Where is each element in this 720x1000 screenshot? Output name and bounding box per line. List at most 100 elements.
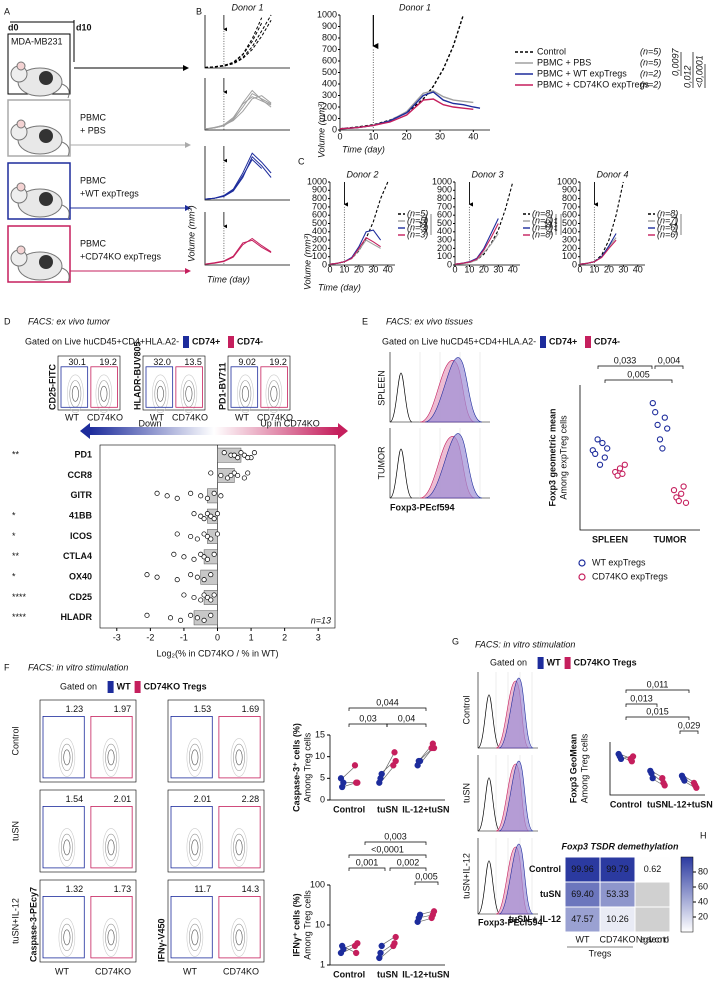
legend-label: PBMC + PBS <box>537 57 591 67</box>
x-tick-label: 20 <box>354 264 364 274</box>
contour <box>235 929 243 946</box>
y-tick-label: 400 <box>562 226 577 236</box>
x-tick-label: 20 <box>604 264 614 274</box>
chart-title: Donor 2 <box>346 169 378 179</box>
gate-text: CD74- <box>594 336 620 346</box>
point <box>194 574 200 580</box>
point <box>174 531 180 537</box>
facs-x: WT <box>150 412 164 422</box>
contour <box>230 918 248 957</box>
point <box>661 414 668 421</box>
mouse-ear <box>16 182 26 192</box>
panel-letter: H <box>700 830 707 840</box>
contour <box>233 743 245 772</box>
point <box>681 777 688 784</box>
contour <box>58 828 76 867</box>
x-tick-label: 2 <box>282 632 287 642</box>
category-label: IL-12+tuSN <box>666 799 713 809</box>
bracket <box>348 723 388 727</box>
point <box>599 439 606 447</box>
p-value: 0,0097 <box>670 47 680 76</box>
legend-swatch <box>578 559 586 567</box>
point <box>201 531 207 537</box>
point <box>231 452 237 458</box>
x-tick-label: 20 <box>479 264 489 274</box>
point <box>616 465 624 472</box>
point <box>198 493 204 499</box>
mouse-ear <box>16 61 26 71</box>
x-tick-label: 10 <box>339 264 349 274</box>
box <box>7 162 71 220</box>
y-tick-label: 700 <box>562 201 577 211</box>
axis-label: Volume (mm³) <box>302 233 312 290</box>
category-label: IL-12+tuSN <box>402 969 449 979</box>
cell-label: 99.96 <box>571 864 594 874</box>
hist-wt <box>498 677 534 749</box>
gate-text: CD74+ <box>192 336 220 346</box>
significance: ** <box>417 221 427 229</box>
row-label: tuSN + IL-12 <box>509 914 561 924</box>
point <box>693 784 700 791</box>
point <box>241 475 247 481</box>
gate <box>170 896 213 959</box>
category-label: tuSN <box>377 969 398 979</box>
p-value: 0,003 <box>384 831 407 841</box>
series-line <box>204 14 272 68</box>
x-tick-label: 1 <box>249 632 254 642</box>
point <box>191 556 197 562</box>
x-tick-label: 40 <box>633 264 643 274</box>
facs-marker: Caspase-3-PEcy7 <box>28 887 38 962</box>
contour <box>63 929 71 946</box>
point <box>430 744 438 752</box>
facs-plot <box>167 699 265 783</box>
point <box>191 594 197 601</box>
category-label: Control <box>333 969 365 979</box>
axis-label: Time (day) <box>318 282 361 292</box>
point <box>392 757 399 765</box>
y-tick-label: 10 <box>315 751 325 761</box>
point <box>235 455 241 461</box>
contour <box>230 828 248 867</box>
p-value: 0,012 <box>682 65 692 88</box>
y-tick-label: 15 <box>315 729 325 739</box>
axis-label: Foxp3 geometric mean <box>547 408 557 506</box>
y-tick-label: 900 <box>312 185 327 195</box>
y-tick-label: 800 <box>562 193 577 203</box>
contour <box>105 833 117 862</box>
contour <box>186 828 204 867</box>
facs-plot <box>39 789 137 873</box>
point <box>208 470 214 476</box>
category-label: CCR8 <box>67 470 92 480</box>
bracket <box>597 365 653 369</box>
point <box>201 554 207 560</box>
point <box>340 945 347 953</box>
contour <box>105 743 117 772</box>
cell-label: 10.26 <box>606 914 629 924</box>
row-label: tuSN <box>10 821 20 841</box>
y-tick-label: 900 <box>322 21 337 31</box>
point <box>680 483 687 490</box>
axis <box>339 15 490 131</box>
contour <box>60 923 73 952</box>
p-value: 0,002 <box>397 857 420 867</box>
category-label: SPLEEN <box>592 534 628 544</box>
series-line <box>204 89 272 130</box>
hist-ref <box>477 777 501 832</box>
p-value: 0,013 <box>630 693 653 703</box>
bracket <box>625 703 658 707</box>
point <box>604 445 611 452</box>
point <box>221 450 227 456</box>
contour <box>180 374 198 414</box>
category-label: CD25 <box>69 592 92 602</box>
hist-wt <box>498 843 534 915</box>
row-label: tuSN <box>461 783 471 803</box>
gate-percent: 2.01 <box>194 794 212 804</box>
row-label: tuSN <box>540 889 561 899</box>
gate-percent: 19.2 <box>269 357 287 367</box>
point <box>245 455 251 461</box>
series-line <box>204 237 272 265</box>
gate-swatch <box>540 336 546 348</box>
point <box>167 615 174 621</box>
y-tick-label: 900 <box>437 185 452 195</box>
axis <box>204 212 290 266</box>
